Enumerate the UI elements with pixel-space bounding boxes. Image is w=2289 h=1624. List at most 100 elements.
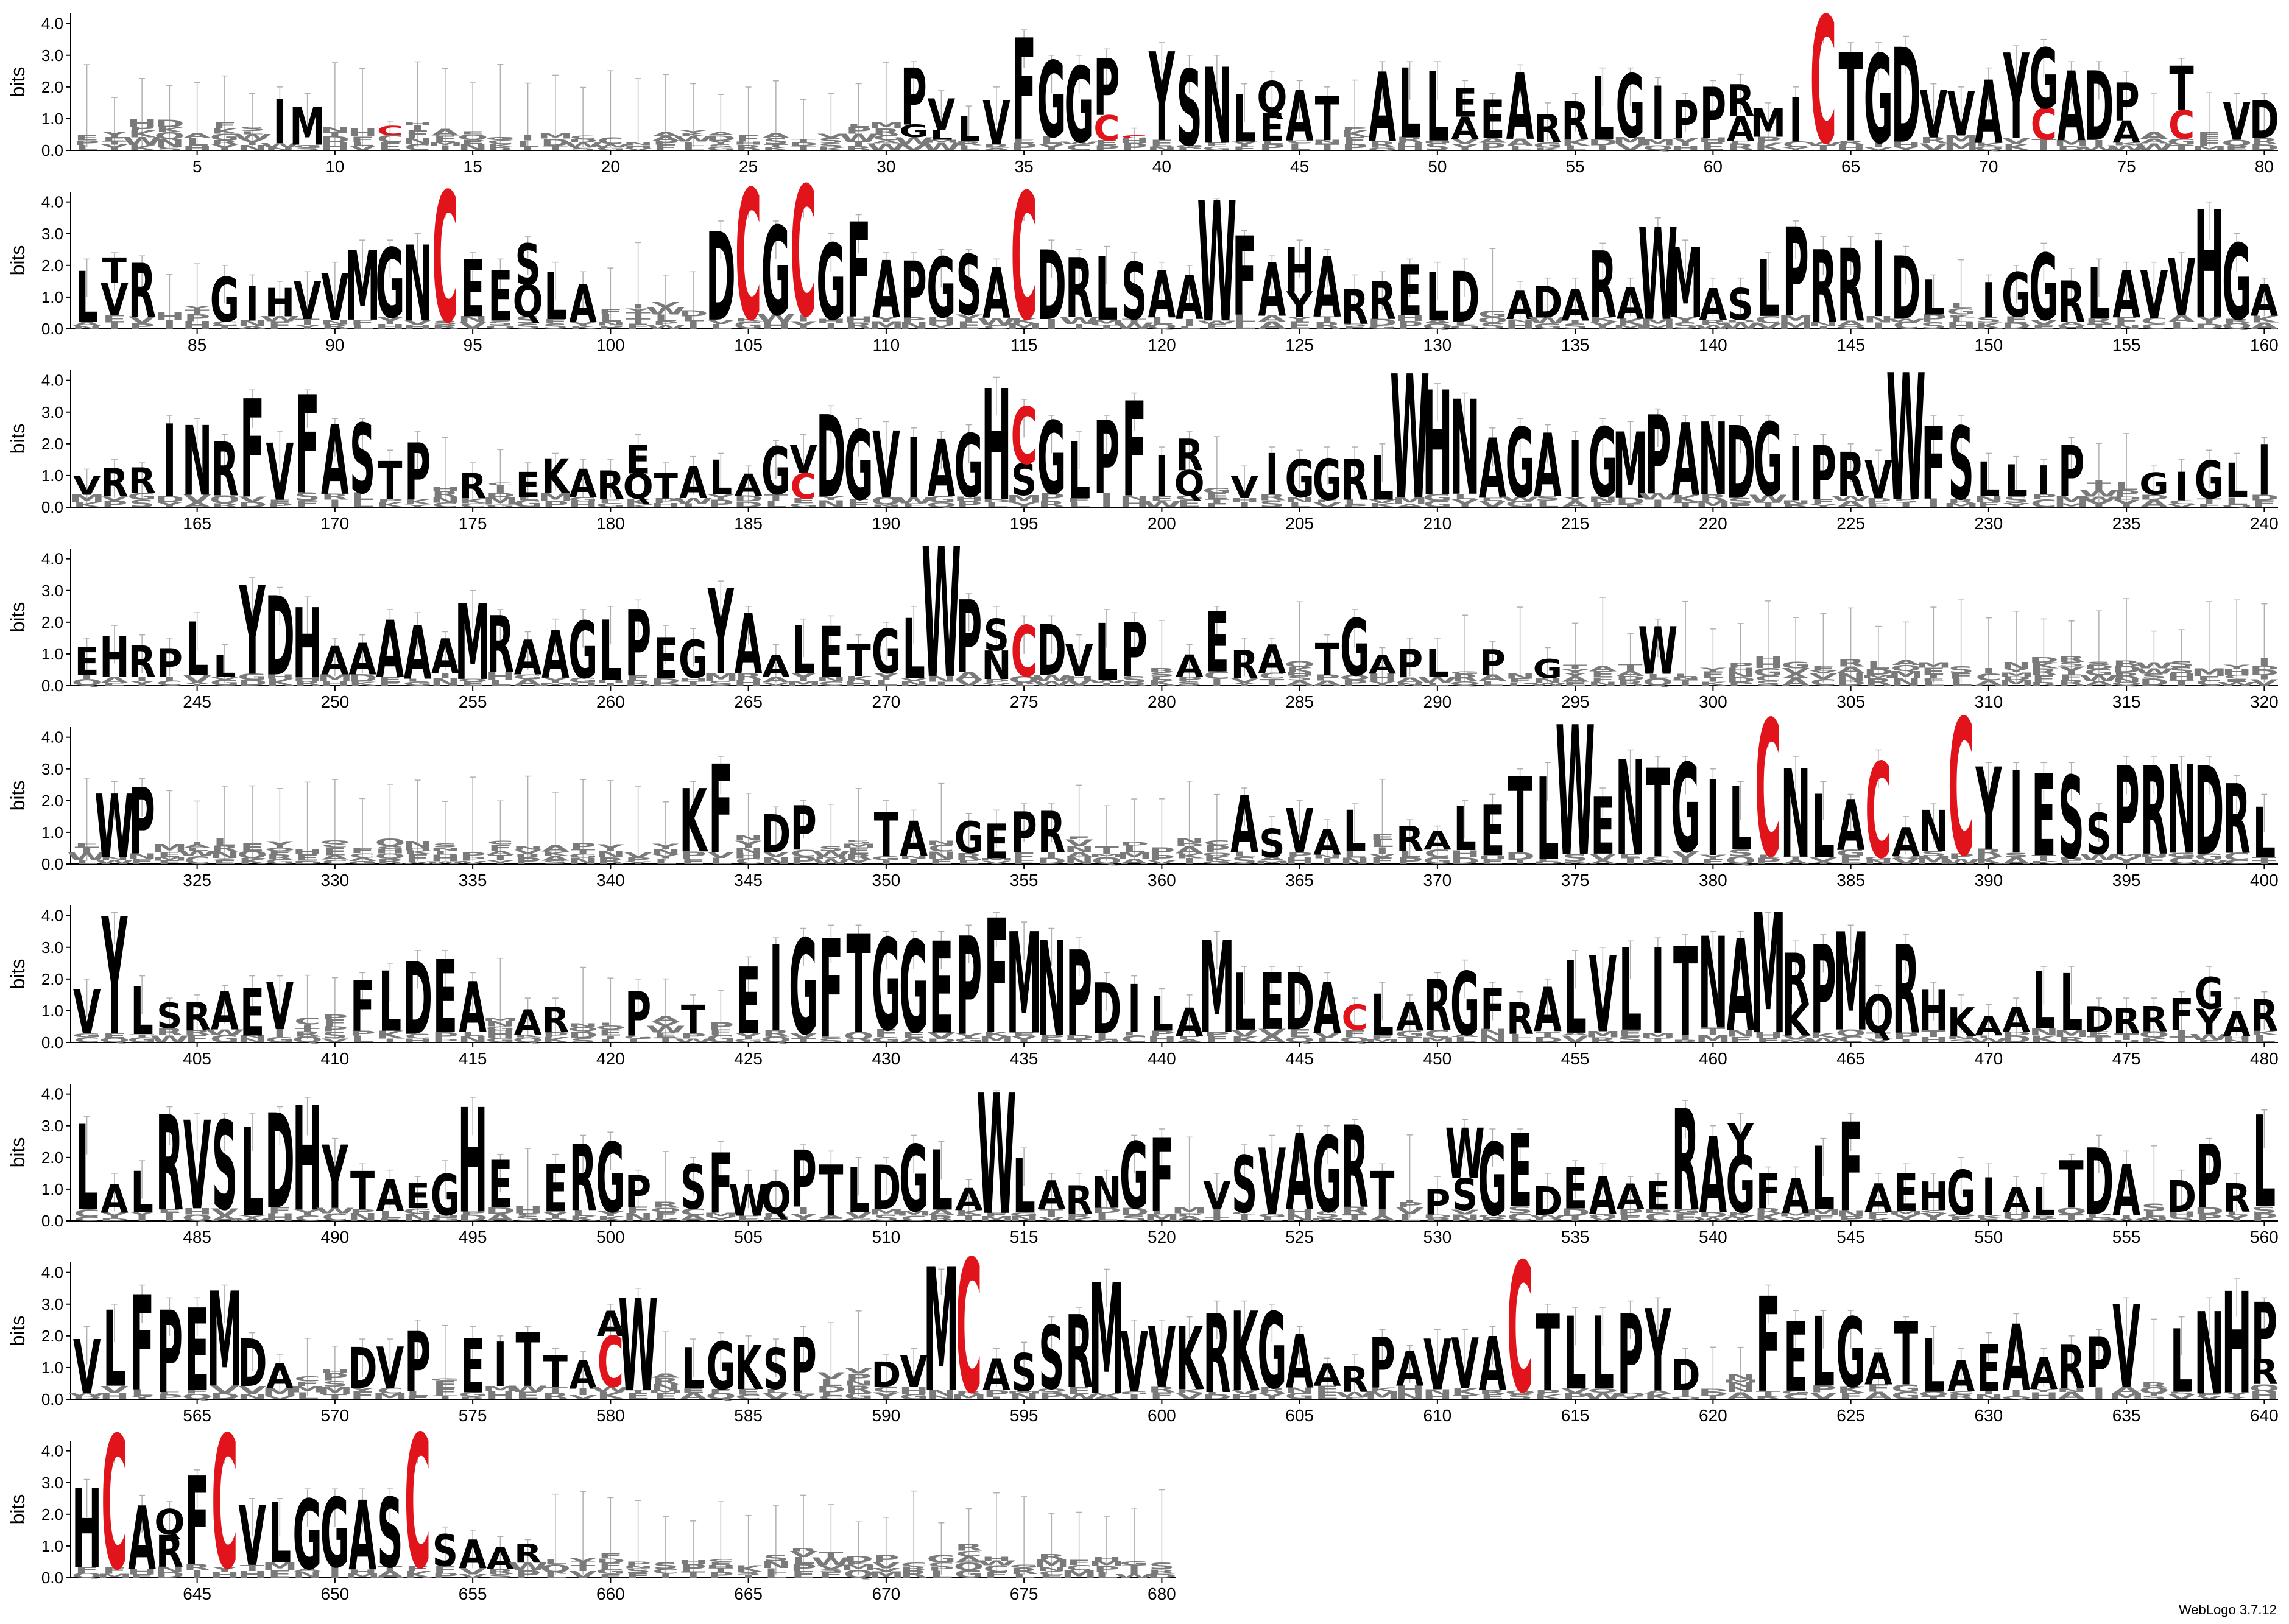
minor-residue-letter: H xyxy=(1505,321,1535,331)
residue-letter-255: M xyxy=(455,583,491,704)
minor-residue-letter: Y xyxy=(1230,141,1258,149)
residue-letter-427: G xyxy=(789,913,818,1065)
residue-letter-130: L xyxy=(1426,260,1449,336)
minor-residue-letter: F xyxy=(654,143,678,152)
residue-letter-578: T xyxy=(543,1347,568,1397)
minor-residue-letter: M xyxy=(538,682,574,686)
minor-residue-letter: L xyxy=(1646,673,1670,680)
minor-residue-letter: S xyxy=(2141,672,2167,680)
minor-residue-letter: K xyxy=(128,144,157,152)
minor-residue-letter: N xyxy=(1119,494,1149,502)
minor-residue-letter: S xyxy=(1976,315,2002,324)
residue-letter-251: A xyxy=(348,634,376,685)
y-tick-label: 4.0 xyxy=(41,1442,63,1460)
minor-residue-letter: D xyxy=(2029,655,2059,664)
residue-letter-535: E xyxy=(1563,1157,1587,1222)
minor-residue-letter: G xyxy=(238,672,267,682)
minor-residue-letter: A xyxy=(1506,137,1534,149)
minor-residue-letter: P xyxy=(1342,504,1368,508)
minor-residue-letter: A xyxy=(183,132,211,140)
minor-residue-letter: C xyxy=(708,1558,734,1562)
residue-letter-533: E xyxy=(1508,1114,1532,1230)
minor-residue-letter: K xyxy=(459,497,488,505)
minor-residue-letter: K xyxy=(156,126,186,134)
residue-letter-468: H xyxy=(1919,979,1949,1044)
minor-residue-letter: C xyxy=(1975,672,2002,683)
minor-residue-letter: T xyxy=(626,317,651,326)
residue-letter-182: T xyxy=(654,466,679,507)
residue-letter-600: V xyxy=(1148,1310,1176,1406)
residue-letter-604: G xyxy=(1257,1292,1286,1413)
residue-letter-142: L xyxy=(1757,243,1780,334)
residue-letter-520: F xyxy=(1149,1119,1174,1235)
minor-residue-letter: H xyxy=(1119,498,1149,510)
minor-residue-letter: A xyxy=(431,127,460,138)
x-tick-label: 130 xyxy=(1423,336,1452,354)
minor-residue-letter: N xyxy=(430,676,460,688)
minor-residue-letter: E xyxy=(378,141,402,153)
minor-residue-letter: R xyxy=(2251,136,2278,147)
minor-residue-letter: N xyxy=(430,496,460,505)
minor-residue-letter: Y xyxy=(101,143,129,152)
residue-letter-559: R xyxy=(2223,1175,2250,1221)
x-tick-label: 55 xyxy=(1566,157,1585,176)
residue-letter-402: Y xyxy=(101,884,128,1072)
minor-residue-letter: E xyxy=(75,134,99,142)
minor-residue-letter: Q xyxy=(1367,147,1397,152)
minor-residue-letter: L xyxy=(241,130,264,135)
residue-letter-483: L xyxy=(130,1161,153,1226)
residue-letter-284: A xyxy=(1258,636,1286,682)
minor-residue-letter: A xyxy=(652,131,680,138)
residue-letter-542: F xyxy=(1756,1165,1780,1220)
x-tick-label: 540 xyxy=(1699,1228,1727,1246)
residue-letter-206: G xyxy=(1313,448,1342,513)
minor-residue-letter: P xyxy=(901,317,927,323)
residue-letter-436: N xyxy=(1037,915,1067,1067)
residue-letter-201: R xyxy=(1176,431,1203,481)
residue-letter-185: A xyxy=(735,467,763,503)
minor-residue-letter: M xyxy=(1778,320,1814,331)
residue-letter-49: L xyxy=(1398,49,1422,160)
residue-letter-33: L xyxy=(958,109,981,150)
minor-residue-letter: H xyxy=(1422,140,1452,144)
minor-residue-letter: W xyxy=(260,315,300,323)
minor-residue-letter: K xyxy=(845,675,875,683)
residue-letter-270: G xyxy=(872,617,901,687)
residue-letter-494: G xyxy=(431,1163,460,1228)
minor-residue-letter: N xyxy=(1588,495,1618,504)
minor-residue-letter: Q xyxy=(1422,322,1453,331)
minor-residue-letter: P xyxy=(460,851,486,859)
residue-letter-626: A xyxy=(1864,1345,1892,1395)
minor-residue-letter: F xyxy=(2059,673,2083,682)
residue-letter-177: E xyxy=(515,465,540,505)
minor-residue-letter: V xyxy=(1313,501,1341,509)
minor-residue-letter: S xyxy=(1121,674,1147,685)
x-tick-label: 105 xyxy=(734,336,763,354)
minor-residue-letter: C xyxy=(1204,839,1230,846)
minor-residue-letter: R xyxy=(1947,497,1975,504)
residue-letter-151: G xyxy=(2002,261,2031,331)
residue-letter-94: C xyxy=(432,155,458,363)
residue-letter-8: I xyxy=(273,87,286,158)
minor-residue-letter: Y xyxy=(1230,682,1258,687)
minor-residue-letter: D xyxy=(2112,496,2142,501)
minor-residue-letter: Q xyxy=(457,133,488,142)
minor-residue-letter: I xyxy=(1045,318,1058,328)
minor-residue-letter: K xyxy=(1754,141,1783,153)
minor-residue-letter: E xyxy=(2031,324,2056,330)
minor-residue-letter: Y xyxy=(101,130,129,139)
minor-residue-letter: I xyxy=(1706,677,1719,683)
minor-residue-letter: R xyxy=(211,139,238,146)
minor-residue-letter: N xyxy=(2111,678,2141,683)
minor-residue-letter: E xyxy=(1563,681,1587,687)
residue-letter-256: R xyxy=(487,599,514,691)
residue-letter-611: V xyxy=(1451,1324,1479,1405)
minor-residue-letter: D xyxy=(238,500,267,509)
minor-residue-letter: E xyxy=(956,320,981,331)
minor-residue-letter: L xyxy=(1950,301,1973,310)
x-tick-label: 40 xyxy=(1152,157,1171,176)
residue-letter-119: S xyxy=(1121,246,1147,337)
minor-residue-letter: G xyxy=(1946,307,1975,317)
residue-letter-236: G xyxy=(2139,466,2168,502)
minor-residue-letter: F xyxy=(1205,142,1229,147)
